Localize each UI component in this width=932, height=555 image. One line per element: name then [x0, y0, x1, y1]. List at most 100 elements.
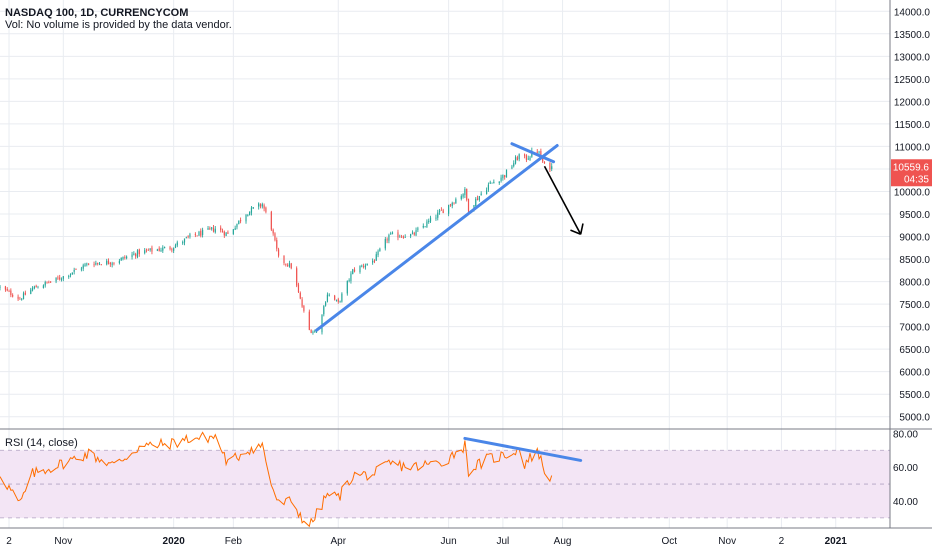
- candle-body: [290, 263, 292, 269]
- candle-body: [489, 182, 491, 184]
- candle-body: [315, 331, 318, 333]
- candle-body: [86, 263, 88, 265]
- candle-body: [71, 272, 73, 275]
- candle-body: [207, 228, 209, 230]
- candle-body: [486, 190, 488, 195]
- candle-body: [80, 268, 83, 270]
- candle-body: [261, 204, 263, 207]
- time-tick-label: 2020: [163, 536, 186, 547]
- candle-body: [107, 260, 110, 264]
- price-tick-label: 7000.0: [899, 323, 930, 334]
- candle-body: [288, 263, 291, 267]
- candle-body: [214, 228, 216, 233]
- candle-body: [513, 163, 515, 167]
- candle-body: [209, 228, 211, 230]
- time-tick-label: Feb: [225, 536, 243, 547]
- candle-body: [73, 269, 75, 272]
- candle-body: [196, 235, 198, 237]
- candle-body: [542, 157, 544, 162]
- rsi-tick-label: 80.00: [893, 429, 918, 440]
- candle-body: [518, 154, 520, 160]
- candle-body: [285, 263, 287, 265]
- candle-body: [442, 210, 444, 214]
- candle-body: [82, 265, 84, 269]
- price-tick-label: 10000.0: [894, 187, 931, 198]
- candle-body: [312, 331, 314, 333]
- candle-body: [59, 277, 61, 280]
- price-tick-label: 7500.0: [899, 300, 930, 311]
- candle-body: [69, 273, 72, 276]
- candle-body: [455, 199, 457, 204]
- candle-body: [386, 239, 388, 241]
- candle-body: [60, 279, 63, 280]
- candle-body: [183, 238, 186, 243]
- candle-body: [353, 269, 356, 272]
- projection-arrowhead: [570, 229, 581, 236]
- time-tick-label: Nov: [718, 536, 736, 547]
- price-badge-countdown: 04:35: [904, 174, 929, 185]
- candle-body: [276, 240, 278, 249]
- price-badge: [891, 159, 932, 187]
- candle-body: [415, 230, 417, 236]
- volume-note: Vol: No volume is provided by the data v…: [5, 19, 232, 31]
- candle-body: [467, 198, 470, 212]
- candle-body: [348, 280, 350, 281]
- trendline: [315, 144, 559, 332]
- candle-body: [236, 223, 238, 228]
- price-badge-value: 10559.6: [893, 162, 930, 173]
- candle-body: [62, 276, 64, 279]
- candle-body: [98, 263, 101, 265]
- candle-body: [400, 236, 403, 238]
- candle-body: [37, 287, 39, 289]
- candle-body: [460, 196, 462, 199]
- candle-body: [211, 227, 213, 229]
- candle-body: [377, 251, 379, 255]
- candle-body: [538, 151, 540, 153]
- candle-body: [429, 217, 432, 222]
- time-tick-label: Oct: [662, 536, 678, 547]
- candle-body: [198, 231, 200, 236]
- candle-body: [122, 256, 124, 259]
- candle-body: [426, 221, 428, 227]
- candle-body: [4, 286, 7, 290]
- candle-body: [225, 232, 227, 236]
- candle-body: [57, 277, 59, 279]
- candle-body: [372, 260, 374, 263]
- price-tick-label: 12500.0: [894, 75, 931, 86]
- candle-body: [350, 273, 352, 281]
- rsi-band: [0, 450, 890, 518]
- candle-body: [68, 275, 70, 277]
- candle-body: [361, 265, 363, 267]
- price-tick-label: 8500.0: [899, 255, 930, 266]
- candle-body: [529, 157, 531, 160]
- candle-body: [173, 248, 175, 251]
- candle-body: [31, 287, 34, 291]
- candle-body: [334, 295, 336, 300]
- time-tick-label: Apr: [330, 536, 346, 547]
- candle-body: [502, 174, 504, 179]
- price-tick-label: 13000.0: [894, 52, 931, 63]
- candle-body: [505, 169, 508, 178]
- rsi-tick-label: 60.00: [893, 463, 918, 474]
- candle-body: [46, 281, 48, 283]
- candle-body: [30, 289, 32, 294]
- candle-body: [475, 198, 477, 207]
- candle-body: [287, 265, 289, 267]
- candle-body: [158, 248, 160, 251]
- candle-body: [299, 292, 301, 299]
- candle-body: [438, 210, 441, 213]
- candle-body: [263, 205, 265, 209]
- candle-body: [17, 296, 19, 299]
- candle-body: [277, 249, 280, 256]
- candle-body: [33, 286, 35, 289]
- candle-body: [145, 249, 148, 251]
- candle-body: [325, 302, 327, 306]
- candle-body: [417, 228, 419, 230]
- candle-body: [339, 300, 341, 302]
- candle-body: [135, 253, 137, 257]
- candle-body: [448, 205, 450, 214]
- candle-body: [321, 314, 323, 333]
- candle-body: [504, 175, 506, 178]
